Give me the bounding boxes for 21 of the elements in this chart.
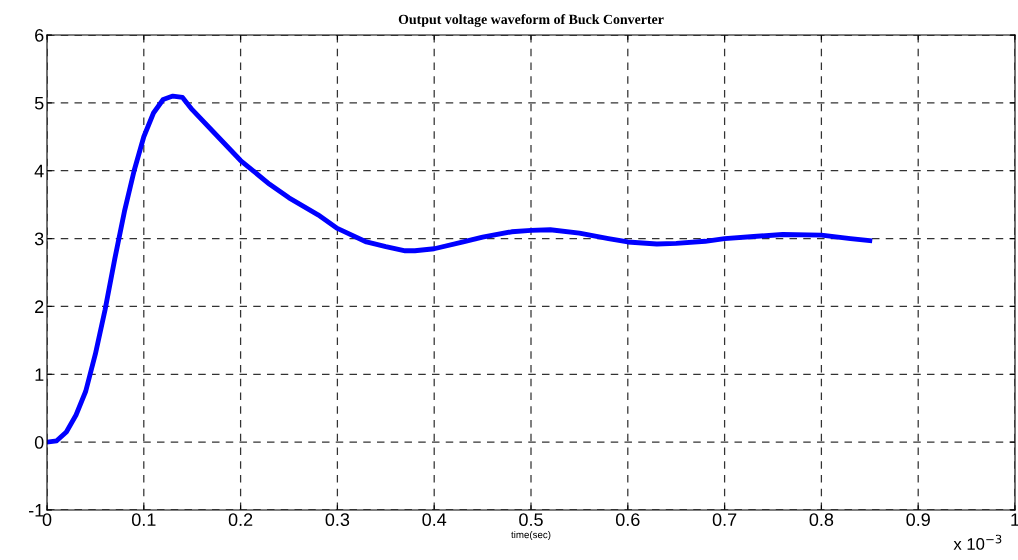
x-tick-label: 0.6 — [615, 513, 640, 527]
y-tick-label: 3 — [34, 232, 44, 246]
x-tick-label: 0.8 — [809, 513, 834, 527]
y-tick-label: -1 — [28, 504, 44, 517]
y-tick-label: 1 — [35, 368, 44, 381]
x-tick-label: 0.4 — [422, 513, 447, 527]
chart-title: Output voltage waveform of Buck Converter — [398, 14, 664, 27]
x-tick-label: 0.5 — [519, 513, 543, 527]
x-axis-title: time(sec) — [511, 531, 551, 541]
y-tick-label: 4 — [34, 164, 44, 178]
y-tick-label: 6 — [35, 28, 44, 42]
x-tick-label: 0.2 — [228, 513, 253, 527]
line-series — [47, 93, 873, 445]
y-tick-label: 0 — [34, 436, 44, 449]
x-tick-label: 0.3 — [325, 513, 350, 527]
x-tick-label: 0.9 — [906, 513, 930, 527]
y-tick-label: 5 — [34, 96, 44, 110]
y-tick-label: 2 — [35, 300, 44, 313]
text: x 10$^{−3}$ — [953, 534, 1002, 550]
x-tick-label: 0.7 — [712, 513, 737, 527]
x-tick-label: 0.1 — [131, 513, 156, 527]
